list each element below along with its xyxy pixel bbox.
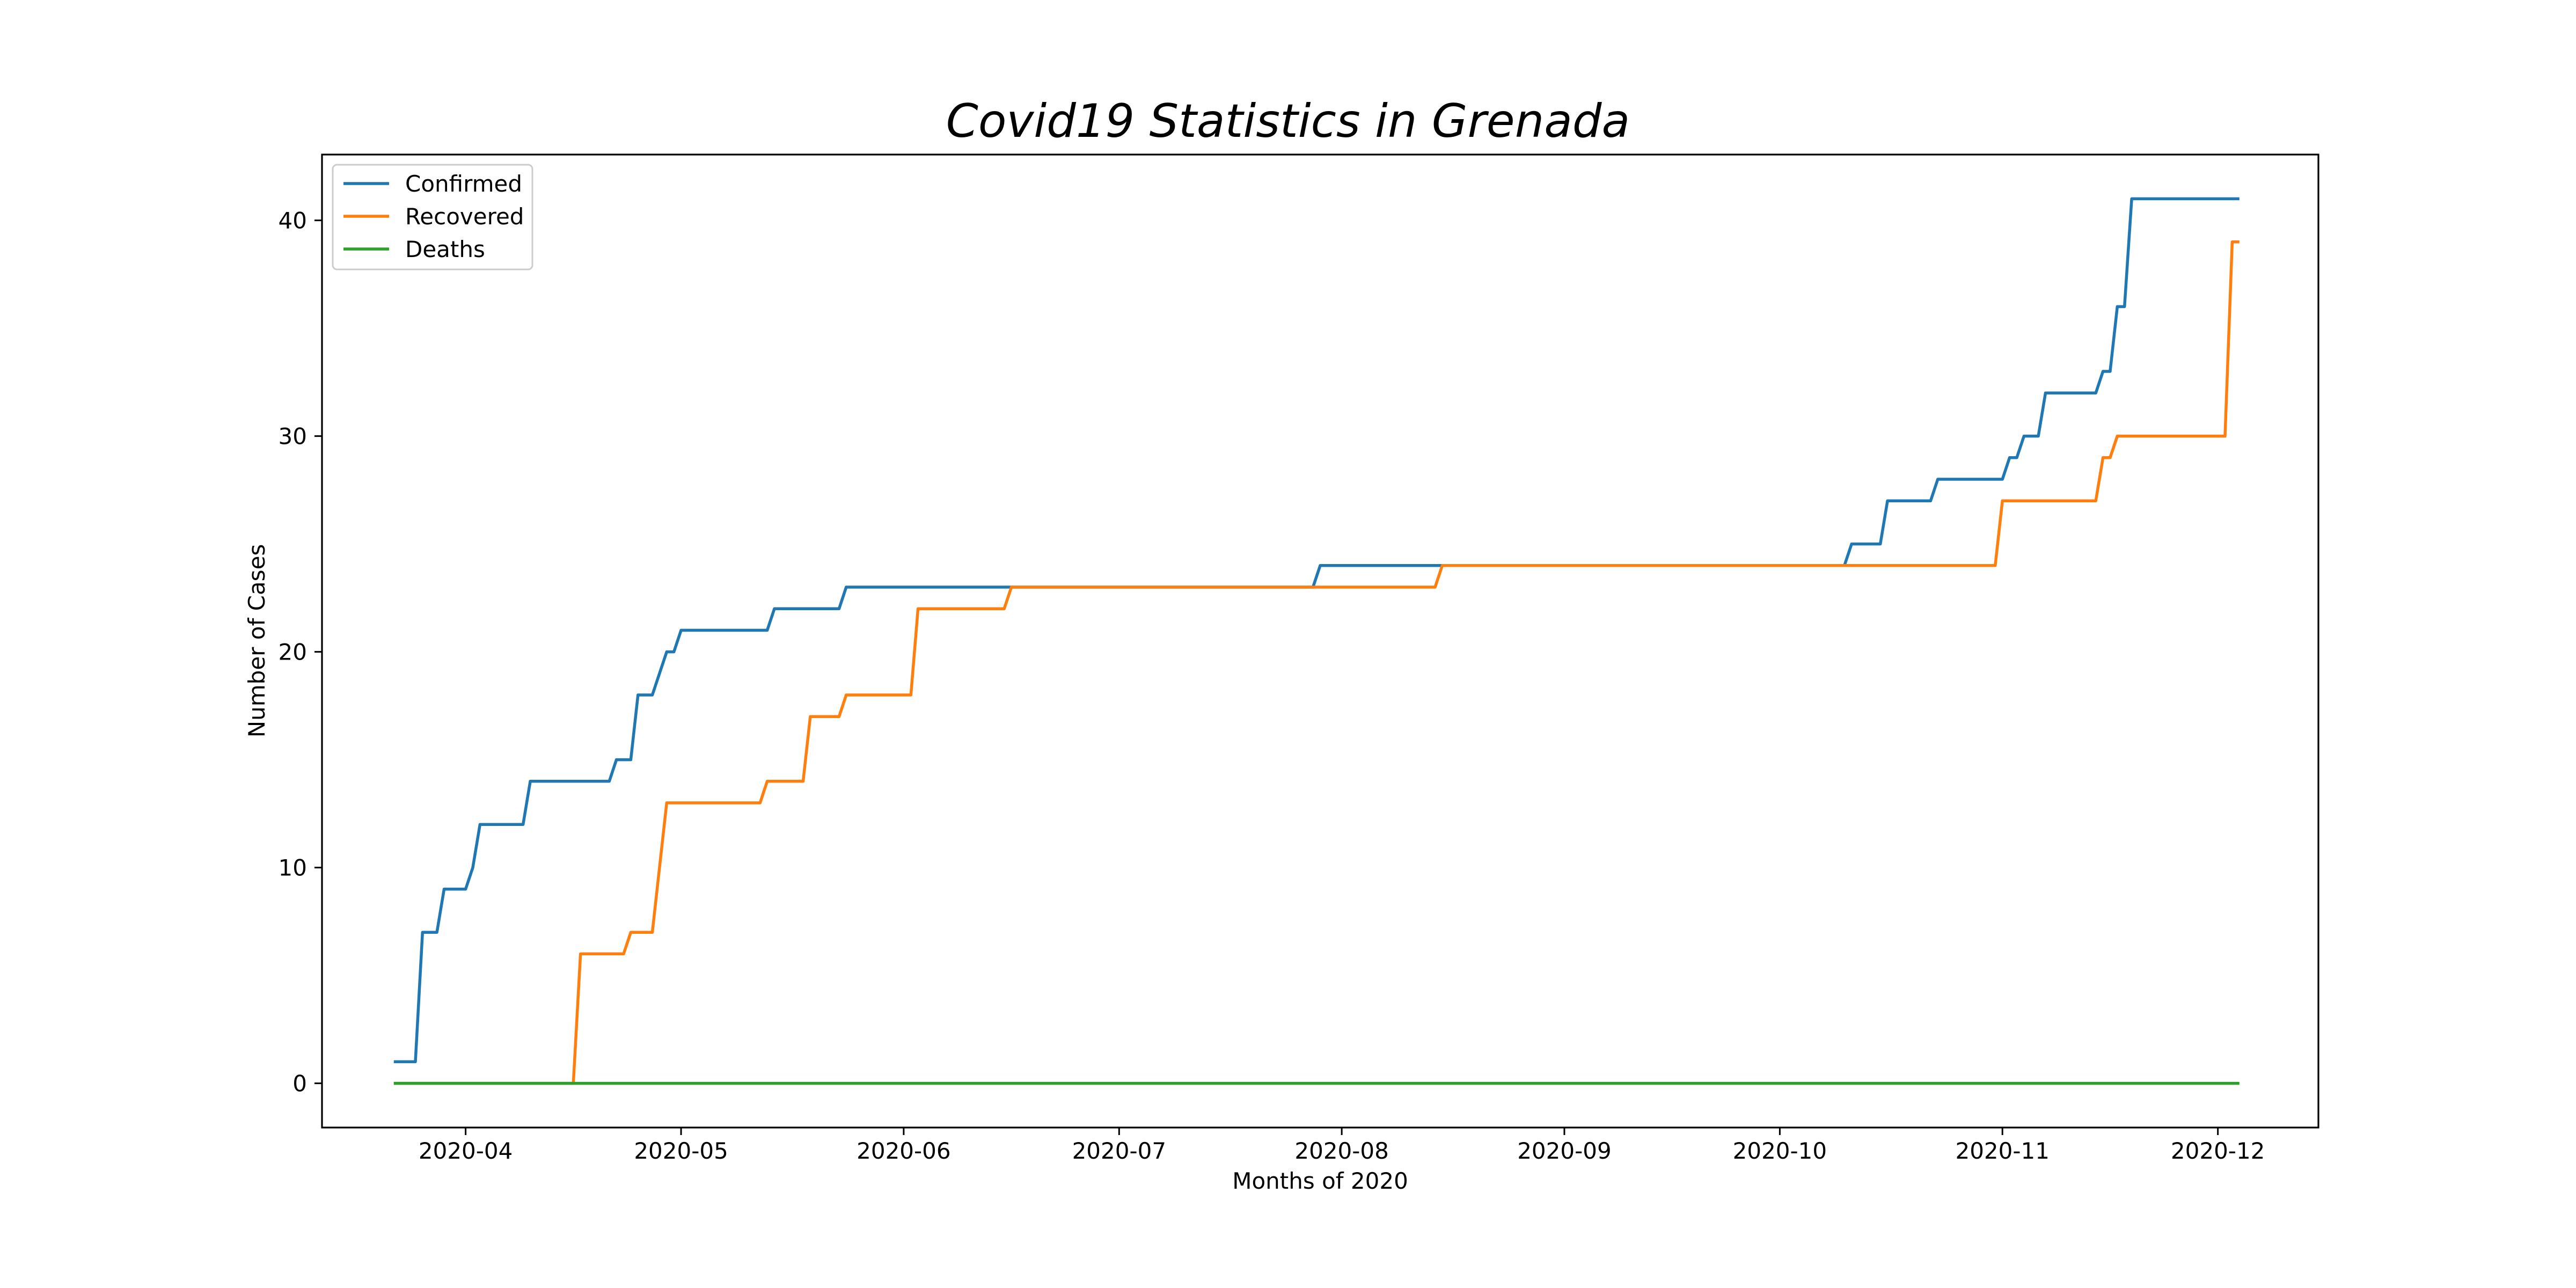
- y-tick-label: 40: [279, 208, 307, 234]
- x-axis-label: Months of 2020: [1232, 1168, 1408, 1194]
- x-tick-label: 2020-11: [1955, 1138, 2050, 1164]
- legend-label-deaths: Deaths: [405, 236, 485, 262]
- x-tick-label: 2020-08: [1294, 1138, 1389, 1164]
- series-layer: [393, 197, 2240, 1085]
- plot-area-frame: [321, 153, 2319, 1129]
- x-tick-label: 2020-06: [857, 1138, 951, 1164]
- legend-frame: [332, 164, 533, 270]
- y-axis-ticks: 0 10 20 30 40: [279, 208, 322, 1097]
- x-tick-label: 2020-07: [1072, 1138, 1167, 1164]
- y-axis-label: Number of Cases: [244, 544, 270, 738]
- x-tick-label: 2020-05: [634, 1138, 728, 1164]
- x-tick-label: 2020-12: [2171, 1138, 2265, 1164]
- x-tick-label: 2020-10: [1733, 1138, 1827, 1164]
- y-tick-label: 10: [279, 855, 307, 881]
- x-axis-ticks: 2020-04 2020-05 2020-06 2020-07 2020-08 2020-…: [419, 1128, 2265, 1164]
- series-line-recovered: [393, 240, 2240, 1085]
- y-tick-label: 0: [292, 1071, 307, 1097]
- x-tick-label: 2020-04: [419, 1138, 513, 1164]
- y-tick-label: 20: [279, 639, 307, 665]
- y-tick-label: 30: [279, 423, 307, 450]
- legend-label-confirmed: Confirmed: [405, 171, 522, 197]
- x-tick-label: 2020-09: [1517, 1138, 1612, 1164]
- legend: Confirmed Recovered Deaths: [332, 164, 533, 270]
- series-line-confirmed: [393, 197, 2240, 1064]
- chart-title: Covid19 Statistics in Grenada: [946, 94, 1630, 148]
- legend-label-recovered: Recovered: [405, 203, 524, 230]
